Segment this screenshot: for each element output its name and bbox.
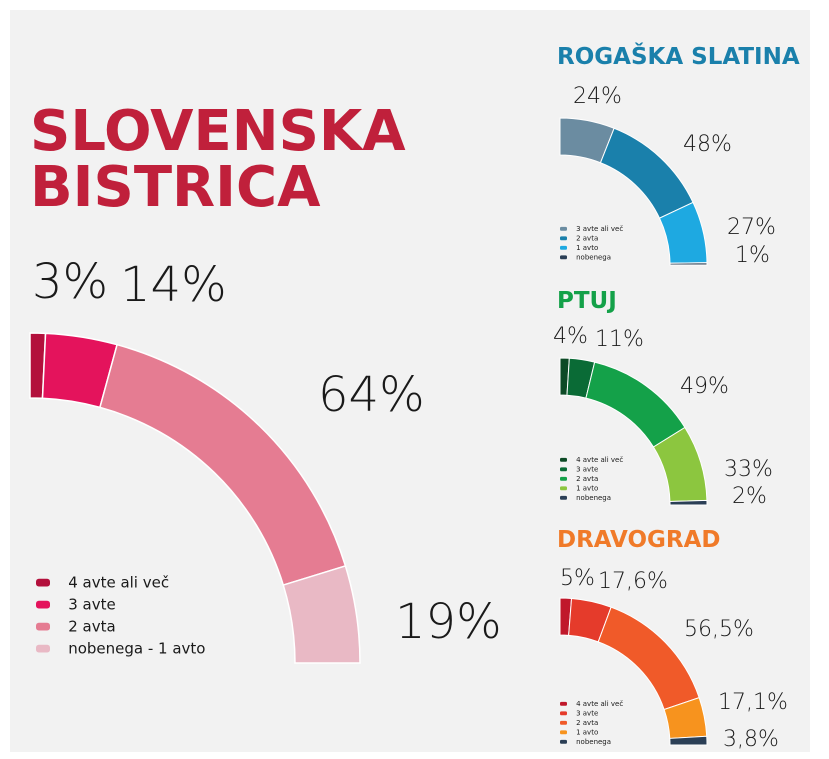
chart-title: DRAVOGRAD xyxy=(557,527,721,553)
legend-label: 3 avte xyxy=(576,466,598,474)
legend-label: 4 avte ali več xyxy=(576,700,623,708)
legend-icon xyxy=(36,644,50,653)
legend-icon xyxy=(560,720,567,725)
value-label: 1% xyxy=(735,243,770,268)
value-label: 3,8% xyxy=(723,727,779,752)
legend-icon xyxy=(560,457,567,462)
value-label: 48% xyxy=(683,132,732,157)
value-label: 14% xyxy=(120,257,227,313)
legend-icon xyxy=(560,226,567,231)
legend-icon xyxy=(560,476,567,481)
value-label: 5% xyxy=(560,566,595,591)
legend-label: nobenega - 1 avto xyxy=(68,640,205,658)
legend-label: 4 avte ali več xyxy=(68,574,169,592)
legend-icon xyxy=(560,711,567,716)
value-label: 27% xyxy=(727,215,776,240)
legend-label: 3 avte ali več xyxy=(576,225,623,233)
value-label: 17,1% xyxy=(718,690,788,715)
legend-label: 2 avta xyxy=(576,719,598,727)
legend-label: 2 avta xyxy=(576,475,598,483)
legend-icon xyxy=(560,495,567,500)
value-label: 24% xyxy=(573,84,622,109)
value-label: 33% xyxy=(724,457,773,482)
legend-icon xyxy=(560,255,567,260)
legend-label: nobenega xyxy=(576,254,611,262)
legend-label: 3 avte xyxy=(576,710,598,718)
value-label: 19% xyxy=(395,594,502,650)
value-label: 2% xyxy=(732,484,767,509)
chart-title: SLOVENSKA BISTRICA xyxy=(30,99,406,220)
donut-segment xyxy=(669,262,708,266)
legend-label: nobenega xyxy=(576,494,611,502)
legend-icon xyxy=(36,578,50,587)
legend-label: 2 avta xyxy=(576,235,598,243)
value-label: 56,5% xyxy=(684,617,754,642)
legend-label: 2 avta xyxy=(68,618,115,636)
legend-label: 1 avto xyxy=(576,485,598,493)
donut-segment xyxy=(282,565,361,664)
chart-title: ROGAŠKA SLATINA xyxy=(557,44,800,70)
value-label: 17,6% xyxy=(598,569,668,594)
donut-segment xyxy=(669,499,708,506)
chart-title: PTUJ xyxy=(557,288,617,314)
legend-icon xyxy=(560,236,567,241)
legend-label: 3 avte xyxy=(68,596,116,614)
value-label: 49% xyxy=(680,374,729,399)
donut-segment xyxy=(669,735,708,746)
legend-icon xyxy=(560,701,567,706)
value-label: 3% xyxy=(32,254,108,310)
legend-icon xyxy=(560,486,567,491)
legend-icon xyxy=(560,467,567,472)
value-label: 11% xyxy=(595,327,644,352)
legend-icon xyxy=(560,730,567,735)
legend-label: nobenega xyxy=(576,738,611,746)
legend-label: 1 avto xyxy=(576,244,598,252)
legend-icon xyxy=(560,245,567,250)
legend-icon xyxy=(560,739,567,744)
legend-label: 1 avto xyxy=(576,729,598,737)
value-label: 4% xyxy=(553,324,588,349)
value-label: 64% xyxy=(318,367,425,423)
legend-label: 4 avte ali več xyxy=(576,456,623,464)
legend-icon xyxy=(36,600,50,609)
legend-icon xyxy=(36,622,50,631)
